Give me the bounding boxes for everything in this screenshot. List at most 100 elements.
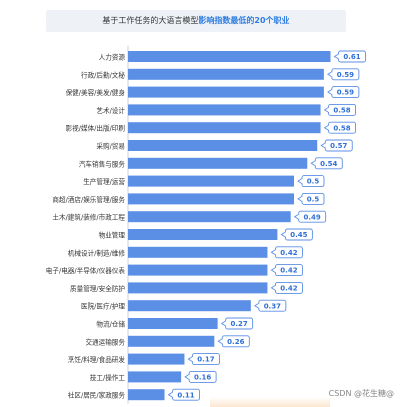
value-label: 0.42 bbox=[280, 267, 297, 275]
value-label: 0.59 bbox=[337, 89, 354, 97]
category-label: 生产管理/运营 bbox=[83, 177, 125, 186]
value-callout: 0.61 bbox=[333, 50, 366, 63]
callout-pointer bbox=[327, 89, 333, 95]
callout-pointer bbox=[297, 178, 303, 184]
value-label: 0.27 bbox=[230, 320, 247, 328]
category-label: 烹饪/料理/食品研发 bbox=[68, 355, 126, 364]
callout-pointer bbox=[297, 196, 303, 202]
category-label: 影视/媒体/出版/印刷 bbox=[66, 124, 126, 133]
value-callout: 0.49 bbox=[293, 210, 327, 223]
value-callout: 0.59 bbox=[327, 68, 360, 81]
bar bbox=[128, 51, 331, 62]
value-label: 0.57 bbox=[330, 142, 347, 150]
bar bbox=[128, 353, 185, 365]
bar bbox=[128, 68, 324, 80]
value-callout: 0.16 bbox=[184, 370, 217, 383]
callout-pointer bbox=[293, 213, 299, 220]
bar bbox=[128, 193, 294, 205]
value-label: 0.42 bbox=[280, 249, 297, 257]
bar bbox=[128, 211, 291, 223]
category-label: 土木/建筑/装修/市政工程 bbox=[52, 213, 125, 222]
callout-pointer bbox=[323, 107, 329, 113]
callout-pointer bbox=[270, 249, 276, 256]
value-label: 0.16 bbox=[194, 374, 211, 382]
category-label: 技工/操作工 bbox=[90, 373, 126, 382]
callout-pointer bbox=[320, 142, 326, 149]
category-label: 艺术/设计 bbox=[96, 106, 125, 115]
value-callout: 0.11 bbox=[167, 388, 200, 401]
chart-title-highlight: 影响指数最低的20个职业 bbox=[198, 16, 290, 25]
bar bbox=[128, 318, 218, 329]
category-label: 交通运输服务 bbox=[85, 337, 125, 346]
value-callout: 0.5 bbox=[297, 192, 325, 205]
bar bbox=[128, 175, 294, 187]
value-label: 0.61 bbox=[343, 53, 360, 61]
callout-pointer bbox=[184, 374, 190, 380]
bar bbox=[128, 246, 268, 258]
category-label: 质量管理/安全防护 bbox=[70, 284, 125, 293]
watermark: CSDN @花生糖@ bbox=[328, 389, 394, 398]
value-label: 0.37 bbox=[264, 302, 281, 310]
category-label: 电子/电器/半导体/仪器仪表 bbox=[46, 266, 126, 275]
callout-pointer bbox=[187, 356, 193, 362]
footer-decoration bbox=[210, 397, 330, 407]
value-callout: 0.58 bbox=[323, 103, 357, 116]
bar bbox=[128, 104, 321, 116]
value-callout: 0.27 bbox=[220, 317, 254, 330]
value-label: 0.45 bbox=[290, 231, 307, 239]
value-label: 0.11 bbox=[177, 391, 194, 399]
chart-title-prefix: 基于工作任务的大语言模型 bbox=[102, 16, 199, 25]
category-label: 行政/后勤/文秘 bbox=[81, 70, 125, 79]
value-label: 0.5 bbox=[307, 178, 320, 186]
value-callout: 0.17 bbox=[187, 353, 220, 366]
bar bbox=[128, 86, 324, 98]
category-label: 物流/仓储 bbox=[96, 320, 125, 329]
value-label: 0.42 bbox=[280, 285, 297, 293]
value-callout: 0.42 bbox=[270, 281, 303, 294]
callout-pointer bbox=[217, 338, 223, 345]
bar bbox=[128, 335, 215, 347]
callout-pointer bbox=[253, 302, 260, 309]
callout-pointer bbox=[167, 391, 173, 398]
value-callout: 0.58 bbox=[323, 121, 357, 134]
bar bbox=[128, 157, 308, 169]
callout-pointer bbox=[323, 124, 329, 131]
category-label: 机械设计/制造/维修 bbox=[68, 248, 126, 257]
value-callout: 0.26 bbox=[217, 335, 250, 348]
callout-pointer bbox=[220, 320, 226, 327]
value-label: 0.59 bbox=[337, 71, 354, 79]
value-callout: 0.45 bbox=[280, 228, 313, 241]
bar bbox=[128, 282, 268, 294]
callout-pointer bbox=[310, 160, 316, 167]
category-label: 保健/美容/美发/健身 bbox=[66, 88, 126, 97]
value-label: 0.58 bbox=[333, 124, 350, 132]
value-label: 0.49 bbox=[304, 213, 321, 221]
callout-pointer bbox=[270, 267, 276, 273]
callout-pointer bbox=[270, 285, 276, 291]
bar bbox=[128, 140, 318, 151]
chart-title: 基于工作任务的大语言模型影响指数最低的20个职业 bbox=[46, 10, 346, 32]
value-label: 0.54 bbox=[320, 160, 337, 168]
category-label: 商超/酒店/娱乐管理/服务 bbox=[52, 195, 125, 204]
category-label: 人力资源 bbox=[99, 53, 126, 62]
value-callout: 0.57 bbox=[320, 139, 353, 152]
value-label: 0.26 bbox=[227, 338, 244, 346]
category-label: 社区/居民/家政服务 bbox=[68, 391, 126, 400]
bar bbox=[128, 122, 321, 134]
bar bbox=[128, 389, 165, 401]
value-callout: 0.42 bbox=[270, 246, 303, 259]
value-callout: 0.59 bbox=[327, 86, 360, 99]
bar bbox=[128, 300, 251, 312]
value-label: 0.5 bbox=[307, 196, 320, 204]
category-label: 医院/医疗/护理 bbox=[81, 302, 125, 311]
category-label: 汽车销售与服务 bbox=[79, 159, 126, 168]
category-label: 物业管理 bbox=[99, 231, 126, 240]
callout-pointer bbox=[333, 53, 339, 60]
value-label: 0.17 bbox=[197, 356, 214, 364]
category-label: 采购/贸易 bbox=[96, 142, 125, 151]
value-callout: 0.5 bbox=[297, 175, 325, 188]
value-callout: 0.37 bbox=[253, 299, 287, 312]
value-callout: 0.54 bbox=[310, 157, 343, 170]
bar bbox=[128, 229, 278, 240]
